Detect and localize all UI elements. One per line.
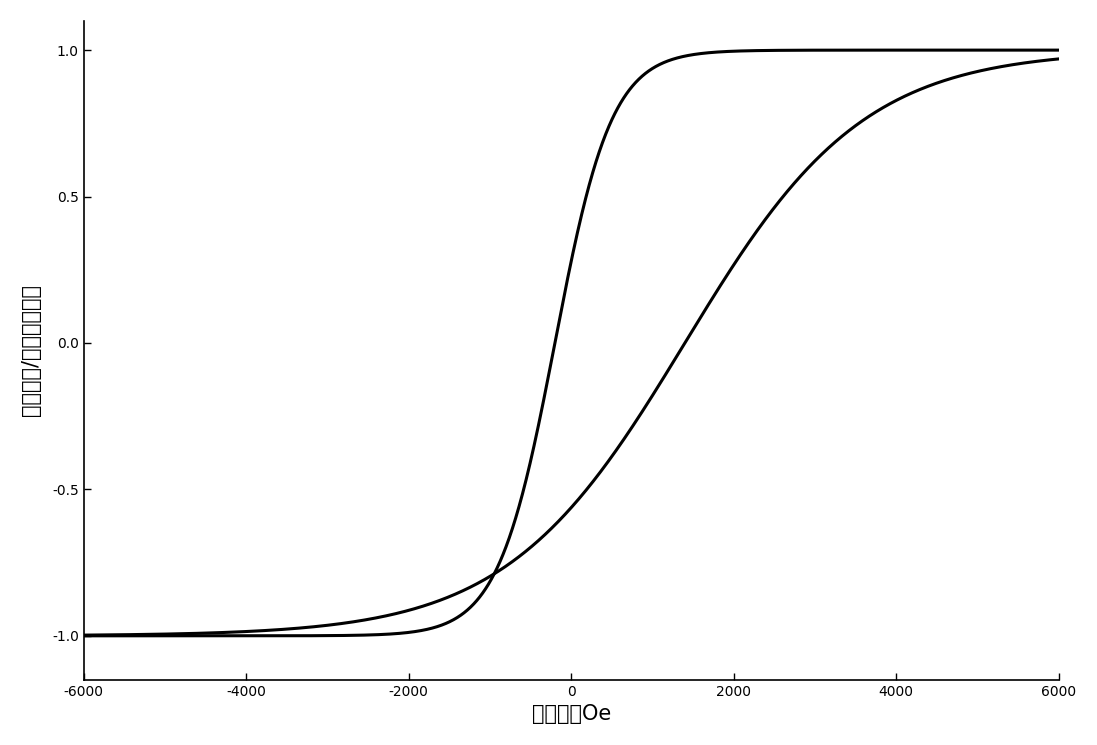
X-axis label: 矫顶力，Oe: 矫顶力，Oe bbox=[532, 704, 611, 724]
Y-axis label: 磁化强度/饱和磁化强度: 磁化强度/饱和磁化强度 bbox=[21, 285, 41, 416]
